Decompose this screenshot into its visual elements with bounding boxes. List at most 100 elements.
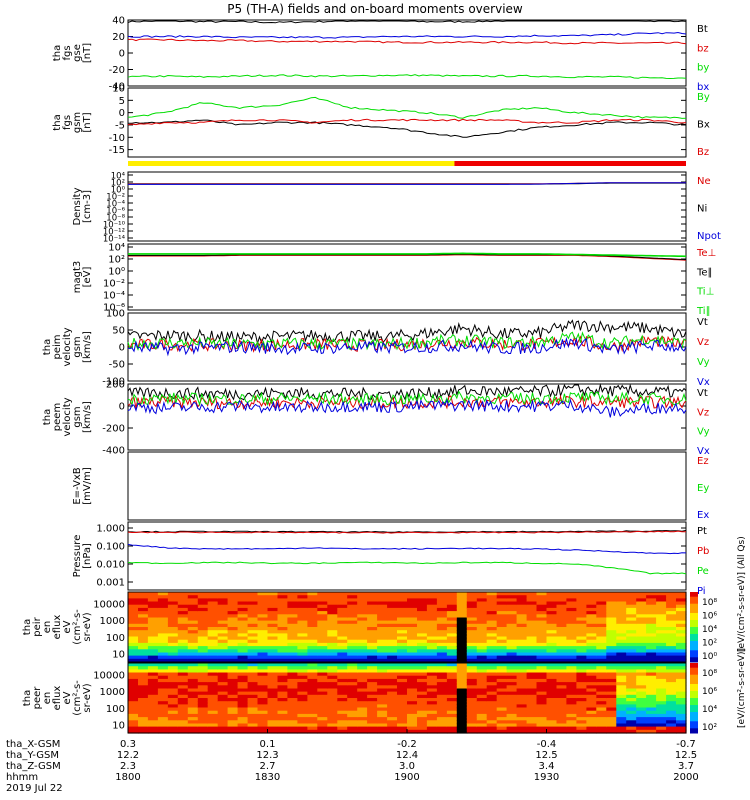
spectrogram-cell bbox=[257, 707, 269, 712]
spectrogram-cell bbox=[586, 691, 597, 696]
spectrogram-cell bbox=[377, 601, 388, 606]
spectrogram-cell bbox=[157, 633, 169, 638]
spectrogram-cell bbox=[347, 669, 358, 674]
series-vz bbox=[127, 394, 687, 410]
spectrogram-cell bbox=[626, 704, 637, 709]
spectrogram-cell bbox=[596, 707, 607, 712]
spectrogram-cell bbox=[167, 678, 179, 683]
spectrogram-cell bbox=[387, 652, 398, 657]
spectrogram-cell bbox=[666, 685, 677, 690]
spectrogram-cell bbox=[327, 691, 338, 696]
spectrogram-cell bbox=[177, 601, 189, 606]
colorbar-step bbox=[690, 714, 698, 718]
spectrogram-cell bbox=[606, 636, 617, 641]
spectrogram-cell bbox=[576, 720, 587, 725]
spectrogram-cell bbox=[147, 720, 159, 725]
spectrogram-cell bbox=[257, 639, 269, 644]
x-row-label: hhmm bbox=[6, 772, 38, 783]
spectrogram-cell bbox=[417, 666, 428, 670]
spectrogram-cell bbox=[496, 642, 508, 647]
spectrogram-cell bbox=[257, 636, 269, 641]
y-tick-label: 10² bbox=[111, 179, 125, 189]
spectrogram-cell bbox=[257, 688, 269, 693]
spectrogram-cell bbox=[407, 627, 418, 631]
spectrogram-cell bbox=[367, 723, 378, 728]
spectrogram-cell bbox=[397, 655, 408, 660]
spectrogram-cell bbox=[327, 623, 338, 628]
spectrogram-cell bbox=[606, 701, 617, 705]
spectrogram-cell bbox=[367, 636, 378, 641]
colorbar-step bbox=[690, 726, 698, 729]
spectrogram-cell bbox=[377, 658, 388, 663]
spectrogram-cell bbox=[476, 627, 488, 631]
spectrogram-cell bbox=[257, 717, 269, 721]
spectrogram-cell bbox=[377, 614, 388, 619]
spectrogram-cell bbox=[317, 636, 328, 641]
spectrogram-cell bbox=[387, 682, 398, 686]
spectrogram-cell bbox=[207, 678, 219, 683]
spectrogram-cell bbox=[426, 726, 438, 731]
spectrogram-cell bbox=[147, 678, 159, 683]
spectrogram-cell bbox=[407, 601, 418, 606]
spectrogram-cell bbox=[666, 630, 677, 634]
spectrogram-cell bbox=[466, 595, 478, 599]
spectrogram-cell bbox=[217, 642, 229, 647]
spectrogram-cell bbox=[606, 726, 617, 731]
spectrogram-cell bbox=[666, 658, 677, 663]
spectrogram-cell bbox=[267, 636, 279, 641]
spectrogram-cell bbox=[536, 604, 548, 609]
spectrogram-cell bbox=[556, 688, 568, 693]
spectrogram-cell bbox=[337, 636, 348, 641]
spectrogram-cell bbox=[586, 630, 597, 634]
spectrogram-cell bbox=[357, 723, 368, 728]
spectrogram-cell bbox=[187, 717, 199, 721]
spectrogram-cell bbox=[247, 694, 259, 699]
spectrogram-cell bbox=[566, 685, 577, 690]
spectrogram-cell bbox=[636, 678, 647, 683]
colorbar-step bbox=[690, 631, 698, 635]
spectrogram-cell bbox=[476, 601, 488, 606]
legend-bx: bx bbox=[697, 82, 709, 93]
spectrogram-cell bbox=[138, 720, 149, 725]
spectrogram-cell bbox=[287, 598, 298, 603]
spectrogram-cell bbox=[128, 658, 139, 663]
spectrogram-cell bbox=[267, 720, 279, 725]
spectrogram-cell bbox=[676, 701, 687, 705]
spectrogram-cell bbox=[317, 595, 328, 599]
spectrogram-cell bbox=[656, 636, 667, 641]
spectrogram-cell bbox=[636, 623, 647, 628]
spectrogram-cell bbox=[217, 685, 229, 690]
colorbar-step bbox=[690, 681, 698, 685]
spectrogram-cell bbox=[287, 729, 298, 734]
spectrogram-cell bbox=[147, 642, 159, 647]
spectrogram-cell bbox=[496, 614, 508, 619]
spectrogram-cell bbox=[417, 663, 428, 667]
spectrogram-cell bbox=[247, 701, 259, 705]
spectrogram-cell bbox=[207, 614, 219, 619]
spectrogram-cell bbox=[526, 720, 538, 725]
spectrogram-cell bbox=[377, 723, 388, 728]
spectrogram-cell bbox=[446, 701, 458, 705]
spectrogram-cell bbox=[197, 675, 209, 680]
spectrogram-cell bbox=[646, 649, 657, 654]
spectrogram-cell bbox=[606, 611, 617, 615]
panel-6: 2000-200-400thapeemvelocitygsm[km/s]VtVz… bbox=[42, 380, 710, 458]
spectrogram-cell bbox=[666, 655, 677, 660]
spectrogram-cell bbox=[377, 682, 388, 686]
spectrogram-cell bbox=[187, 723, 199, 728]
spectrogram-cell bbox=[676, 682, 687, 686]
spectrogram-cell bbox=[247, 729, 259, 734]
spectrogram-cell bbox=[536, 623, 548, 628]
spectrogram-cell bbox=[347, 720, 358, 725]
spectrogram-cell bbox=[426, 633, 438, 638]
spectrogram-cell bbox=[476, 617, 488, 622]
spectrogram-cell bbox=[516, 642, 528, 647]
spectrogram-cell bbox=[486, 592, 498, 596]
spectrogram-cell bbox=[436, 666, 448, 670]
spectrogram-cell bbox=[536, 701, 548, 705]
spectrogram-cell bbox=[297, 658, 308, 663]
spectrogram-cell bbox=[506, 669, 518, 674]
legend-bt: Bt bbox=[697, 24, 708, 35]
spectrogram-cell bbox=[626, 627, 637, 631]
spectrogram-cell bbox=[217, 601, 229, 606]
